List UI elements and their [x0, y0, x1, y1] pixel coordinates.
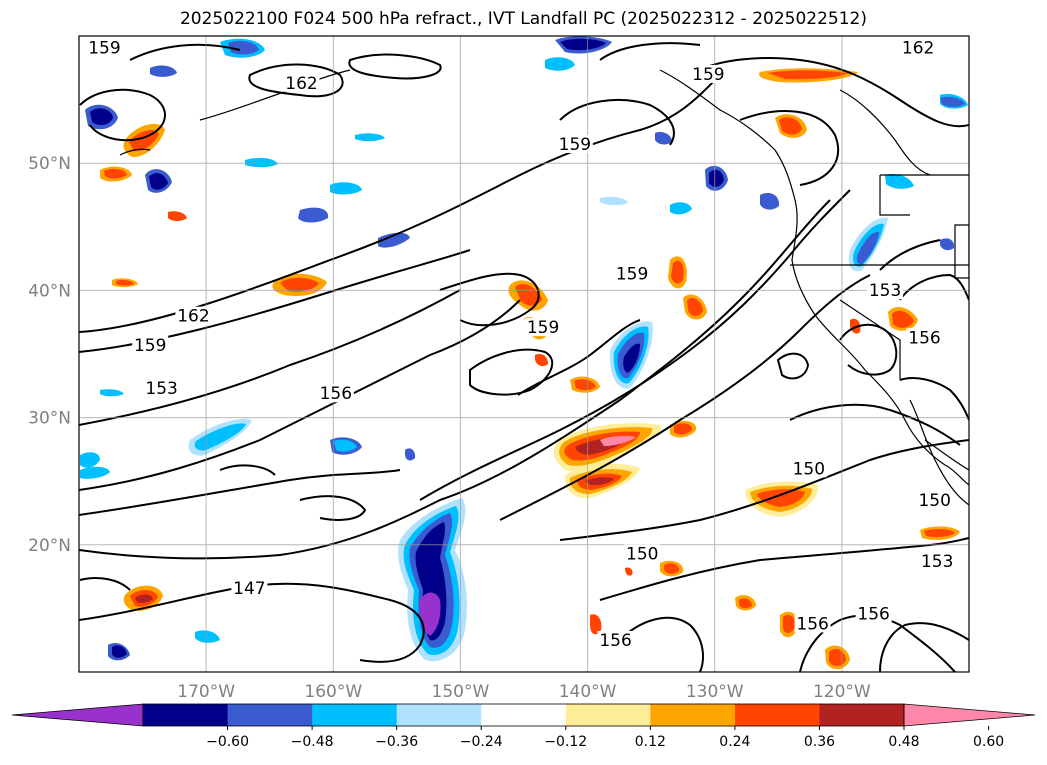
contour-label-bg: [143, 379, 180, 398]
longitude-label: 150°W: [432, 682, 490, 702]
colorbar-extend-max: [903, 703, 1036, 727]
contour-label-bg: [86, 38, 123, 57]
longitude-label: 120°W: [813, 682, 871, 702]
longitude-label: 170°W: [177, 682, 235, 702]
contour-label-bg: [317, 384, 354, 403]
contour-label: 156: [857, 604, 889, 624]
contour-label-bg: [794, 614, 831, 633]
contour-label-bg: [614, 264, 651, 283]
map-frame: [78, 35, 970, 673]
contour-label: 162: [285, 74, 317, 94]
colorbar-bin: [481, 704, 567, 726]
colorbar-bin: [312, 704, 398, 726]
contour-label-bg: [916, 491, 953, 510]
contour-label: 159: [88, 38, 120, 58]
contour-label: 159: [559, 135, 591, 155]
contour-label: 156: [320, 384, 352, 404]
colorbar-extend-min: [11, 703, 144, 727]
graticule: [79, 36, 969, 672]
contour-label-bg: [556, 134, 593, 153]
latitude-labels: 50°N 40°N 30°N 20°N: [28, 154, 71, 556]
colorbar-tick-label: 0.48: [888, 734, 919, 750]
colorbar-tick-label: 0.60: [973, 734, 1004, 750]
contour-label: 153: [869, 281, 901, 301]
contour-label-bg: [597, 631, 634, 650]
contour-label: 153: [921, 552, 953, 572]
latitude-label: 40°N: [28, 281, 71, 301]
latitude-label: 30°N: [28, 409, 71, 429]
longitude-label: 160°W: [304, 682, 362, 702]
contour-label: 156: [796, 614, 828, 634]
contour-label-bg: [525, 318, 562, 337]
contour-label-bg: [900, 38, 937, 57]
contour-label-bg: [906, 328, 943, 347]
latitude-label: 50°N: [28, 154, 71, 174]
contour-lines: [79, 42, 969, 672]
colorbar-tick-label: −0.24: [460, 734, 503, 750]
contour-label-bg: [790, 459, 827, 478]
colorbar-frame: [142, 703, 905, 727]
positive-anomaly-patches: [100, 68, 960, 670]
colorbar-tick-label: 0.36: [804, 734, 835, 750]
colorbar-tick-label: −0.36: [375, 734, 418, 750]
colorbar-bin: [734, 704, 820, 726]
contour-label: 153: [145, 379, 177, 399]
colorbar-tick-label: −0.60: [206, 734, 249, 750]
contour-label: 150: [793, 459, 825, 479]
colorbar-tick-label: 0.12: [635, 734, 666, 750]
contour-label: 150: [626, 545, 658, 565]
map-title: 2025022100 F024 500 hPa refract., IVT La…: [179, 9, 867, 29]
contour-label-bg: [283, 73, 320, 92]
contour-label: 159: [616, 265, 648, 285]
colorbar: −0.60 −0.48 −0.36 −0.24 −0.12 0.12 0.24 0.36 0.4…: [11, 703, 1036, 750]
contour-label: 156: [908, 328, 940, 348]
contour-label: 156: [599, 631, 631, 651]
longitude-labels: 170°W 160°W 150°W 140°W 130°W 120°W: [177, 682, 871, 702]
contour-label-bg: [690, 64, 727, 83]
contour-label: 159: [692, 65, 724, 85]
shaded-field: [80, 36, 968, 670]
colorbar-bin: [143, 704, 229, 726]
colorbar-tick-label: −0.12: [544, 734, 587, 750]
colorbar-tick-label: −0.48: [291, 734, 334, 750]
contour-label-bg: [919, 552, 956, 571]
contour-label-bg: [624, 544, 661, 563]
contour-label-bg: [855, 604, 892, 623]
contour-label: 162: [177, 307, 209, 327]
colorbar-bin: [565, 704, 651, 726]
colorbar-bin: [396, 704, 482, 726]
longitude-label: 130°W: [686, 682, 744, 702]
contour-label-bg: [175, 306, 212, 325]
latitude-label: 20°N: [28, 536, 71, 556]
contour-label-group: 159 162 159 162 159 162 159 159 159 153 156 153 156 1…: [86, 38, 956, 651]
colorbar-tick-label: 0.24: [719, 734, 750, 750]
contour-label-bg: [132, 335, 169, 354]
colorbar-bin: [650, 704, 736, 726]
colorbar-bin: [819, 704, 905, 726]
contour-label-bg: [867, 281, 904, 300]
contour-label-bg: [231, 578, 268, 597]
contour-label: 159: [527, 318, 559, 338]
contour-label: 162: [902, 38, 934, 58]
contour-label: 147: [233, 579, 265, 599]
map-area: [79, 36, 969, 672]
negative-anomaly-patches: [80, 36, 968, 662]
contour-label: 150: [918, 491, 950, 511]
contour-label: 159: [134, 336, 166, 356]
colorbar-bin: [227, 704, 313, 726]
longitude-label: 140°W: [559, 682, 617, 702]
